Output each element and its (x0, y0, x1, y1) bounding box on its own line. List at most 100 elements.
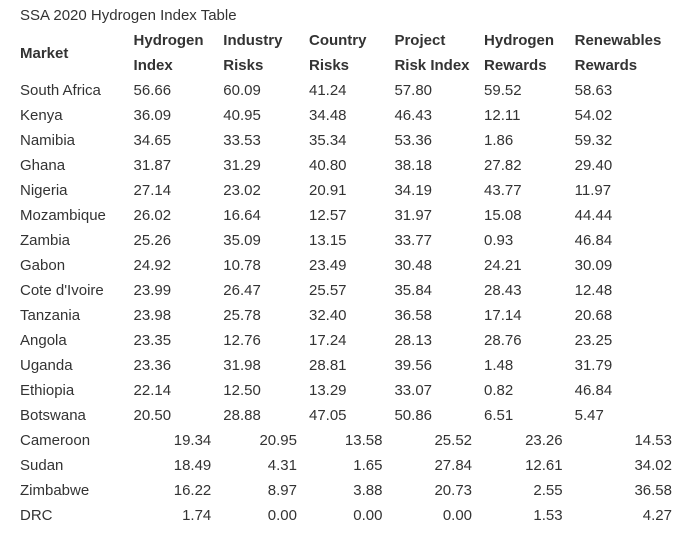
value-cell: 28.81 (308, 357, 347, 374)
value-cell: 28.13 (394, 332, 433, 349)
value-cell: 12.61 (525, 457, 563, 474)
market-cell: Namibia (20, 132, 76, 149)
value-cell: 60.09 (223, 82, 261, 99)
value-cell: 27.82 (484, 157, 522, 174)
market-cell: DRC (20, 507, 53, 524)
market-cell: Ethiopia (20, 382, 75, 399)
value-cell: 23.25 (574, 332, 613, 349)
column-header-market: Market (15, 28, 129, 78)
value-cell: 8.97 (267, 482, 297, 499)
value-cell: 4.27 (642, 507, 672, 524)
table-row: Namibia 34.65 33.53 35.34 53.36 1.86 59.32 (15, 128, 679, 153)
table-row: Angola 23.35 12.76 17.24 28.13 28.76 23.25 (15, 328, 679, 353)
value-cell: 23.02 (223, 182, 261, 199)
value-cell: 16.64 (223, 207, 261, 224)
value-cell: 26.02 (133, 207, 172, 224)
value-cell: 53.36 (394, 132, 433, 149)
market-cell: Botswana (20, 407, 86, 424)
column-header-line: Hydrogen (484, 32, 555, 49)
value-cell: 20.95 (259, 432, 297, 449)
value-cell: 5.47 (574, 407, 604, 424)
table-title: SSA 2020 Hydrogen Index Table (20, 7, 237, 24)
table-row: Cote d'Ivoire 23.99 26.47 25.57 35.84 28.43 12… (15, 278, 679, 303)
value-cell: 1.74 (182, 507, 212, 524)
value-cell: 59.52 (484, 82, 522, 99)
hydrogen-index-table: Market Hydrogen Index Industry Risks Country R… (15, 28, 679, 528)
value-cell: 26.47 (223, 282, 261, 299)
market-cell: Tanzania (20, 307, 81, 324)
value-cell: 33.53 (223, 132, 261, 149)
column-header-line: Project (394, 32, 446, 49)
column-header-project-risk-index: Project Risk Index (389, 28, 479, 78)
value-cell: 32.40 (308, 307, 347, 324)
value-cell: 33.77 (394, 232, 433, 249)
value-cell: 31.97 (394, 207, 433, 224)
column-header-line: Index (133, 57, 173, 74)
table-row: Ethiopia 22.14 12.50 13.29 33.07 0.82 46.84 (15, 378, 679, 403)
value-cell: 20.68 (574, 307, 613, 324)
value-cell: 17.24 (308, 332, 347, 349)
table-row: Zimbabwe 16.22 8.97 3.88 20.73 2.55 36.58 (15, 478, 679, 503)
table-row: Kenya 36.09 40.95 34.48 46.43 12.11 54.02 (15, 103, 679, 128)
market-cell: Uganda (20, 357, 73, 374)
column-header-line: Industry (223, 32, 283, 49)
value-cell: 3.88 (353, 482, 383, 499)
value-cell: 30.48 (394, 257, 433, 274)
table-row: Uganda 23.36 31.98 28.81 39.56 1.48 31.79 (15, 353, 679, 378)
value-cell: 44.44 (574, 207, 613, 224)
value-cell: 0.00 (442, 507, 473, 524)
value-cell: 34.65 (133, 132, 172, 149)
value-cell: 20.50 (133, 407, 172, 424)
value-cell: 22.14 (133, 382, 172, 399)
value-cell: 34.19 (394, 182, 433, 199)
column-header-line: Country (308, 32, 367, 49)
value-cell: 56.66 (133, 82, 172, 99)
column-header-country-risks: Country Risks (304, 28, 389, 78)
value-cell: 6.51 (484, 407, 514, 424)
value-cell: 24.21 (484, 257, 522, 274)
value-cell: 13.29 (308, 382, 347, 399)
value-cell: 28.43 (484, 282, 522, 299)
market-cell: Ghana (20, 157, 66, 174)
value-cell: 12.57 (308, 207, 347, 224)
column-header-line: Risks (223, 57, 264, 74)
column-header-hydrogen-rewards: Hydrogen Rewards (479, 28, 570, 78)
value-cell: 39.56 (394, 357, 433, 374)
column-header-line: Market (20, 44, 69, 62)
market-cell: Kenya (20, 107, 63, 124)
table-row: Nigeria 27.14 23.02 20.91 34.19 43.77 11.97 (15, 178, 679, 203)
value-cell: 35.34 (308, 132, 347, 149)
table-row: DRC 1.74 0.00 0.00 0.00 1.53 4.27 (15, 503, 679, 528)
value-cell: 31.87 (133, 157, 172, 174)
value-cell: 10.78 (223, 257, 261, 274)
value-cell: 38.18 (394, 157, 433, 174)
value-cell: 36.09 (133, 107, 172, 124)
value-cell: 1.86 (484, 132, 514, 149)
value-cell: 46.84 (574, 232, 613, 249)
market-cell: Angola (20, 332, 67, 349)
value-cell: 28.88 (223, 407, 261, 424)
value-cell: 31.29 (223, 157, 261, 174)
value-cell: 25.78 (223, 307, 261, 324)
value-cell: 0.00 (267, 507, 297, 524)
value-cell: 35.84 (394, 282, 433, 299)
value-cell: 46.84 (574, 382, 613, 399)
table-row: Gabon 24.92 10.78 23.49 30.48 24.21 30.09 (15, 253, 679, 278)
value-cell: 25.52 (434, 432, 473, 449)
column-header-line: Rewards (484, 57, 547, 74)
value-cell: 54.02 (574, 107, 613, 124)
header-row: Market Hydrogen Index Industry Risks Country R… (15, 28, 679, 78)
market-cell: Zimbabwe (20, 482, 90, 499)
value-cell: 31.79 (574, 357, 613, 374)
value-cell: 1.48 (484, 357, 514, 374)
column-header-line: Risk Index (394, 57, 470, 74)
market-cell: Cameroon (20, 432, 91, 449)
table-row: Sudan 18.49 4.31 1.65 27.84 12.61 34.02 (15, 453, 679, 478)
table-row: Botswana 20.50 28.88 47.05 50.86 6.51 5.47 (15, 403, 679, 428)
value-cell: 23.26 (525, 432, 563, 449)
value-cell: 27.84 (434, 457, 473, 474)
market-cell: Gabon (20, 257, 66, 274)
value-cell: 40.95 (223, 107, 261, 124)
value-cell: 12.76 (223, 332, 261, 349)
market-cell: Mozambique (20, 207, 106, 224)
